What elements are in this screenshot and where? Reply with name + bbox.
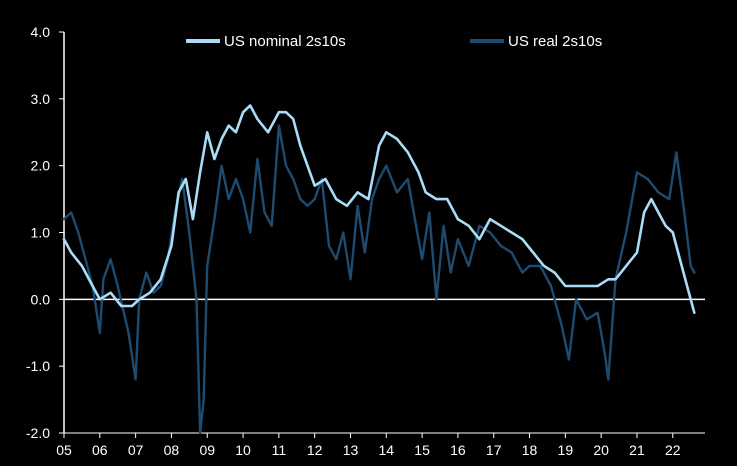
series-line-us-nominal-2s10s [62,104,696,315]
x-tick-label: 08 [164,442,180,458]
y-tick-label: -1.0 [26,358,50,374]
legend: US nominal 2s10s US real 2s10s [186,33,602,50]
series-line-us-real-2s10s [62,124,696,435]
x-tick-label: 11 [272,442,287,458]
x-tick-label: 17 [486,442,502,458]
axes: 4.0 3.0 2.0 1.0 0.0 -1.0 -2.0 05 06 07 08 09 10 11 12 1… [26,24,705,458]
x-tick-label: 22 [665,442,681,458]
x-tick-label: 09 [199,442,215,458]
y-tick-label: 3.0 [31,91,51,107]
x-tick-label: 05 [56,442,72,458]
y-tick-label: 2.0 [31,158,51,174]
x-tick-label: 06 [92,442,108,458]
y-tick-label: 1.0 [31,225,51,241]
x-tick-label: 18 [522,442,538,458]
x-tick-label: 07 [128,442,144,458]
x-tick-label: 16 [450,442,466,458]
series-layer [62,104,696,435]
x-tick-label: 19 [558,442,574,458]
x-tick-label: 20 [593,442,609,458]
legend-label: US real 2s10s [508,33,602,50]
x-tick-label: 12 [307,442,323,458]
x-tick-label: 15 [414,442,430,458]
y-tick-label: 0.0 [31,291,51,307]
y-tick-label: -2.0 [26,425,50,441]
x-tick-label: 14 [379,442,395,458]
x-tick-label: 10 [235,442,251,458]
x-tick-label: 21 [629,442,645,458]
legend-label: US nominal 2s10s [224,33,346,50]
x-tick-label: 13 [343,442,359,458]
y-tick-label: 4.0 [31,24,51,40]
